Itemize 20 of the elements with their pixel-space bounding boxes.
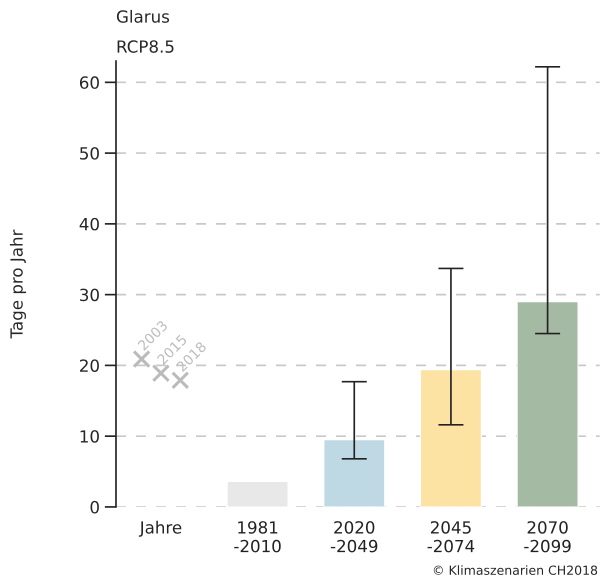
- y-tick-label: 60: [80, 76, 99, 89]
- y-axis-title: Tage pro Jahr: [10, 230, 26, 338]
- y-tick-label: 40: [80, 218, 99, 230]
- x-tick-label: 2070 -2099: [524, 521, 571, 552]
- bar: [226, 480, 289, 507]
- x-tick-label: 1981 -2010: [234, 521, 281, 552]
- chart-title: Glarus: [116, 10, 170, 23]
- x-tick-label: 2020 -2049: [330, 521, 378, 552]
- bar: [323, 439, 386, 507]
- y-tick-label: 10: [80, 430, 99, 443]
- y-tick-label: 20: [80, 359, 99, 372]
- bar: [420, 369, 482, 507]
- y-tick-label: 0: [90, 500, 99, 514]
- bar: [516, 301, 579, 507]
- y-tick-label: 50: [80, 147, 99, 160]
- y-tick-label: 30: [80, 288, 99, 302]
- chart-subtitle: RCP8.5: [118, 40, 174, 53]
- x-tick-label: Jahre: [138, 520, 182, 537]
- x-tick-label: 2045 -2074: [428, 521, 474, 552]
- text: © Klimaszenarien CH2018: [434, 565, 598, 575]
